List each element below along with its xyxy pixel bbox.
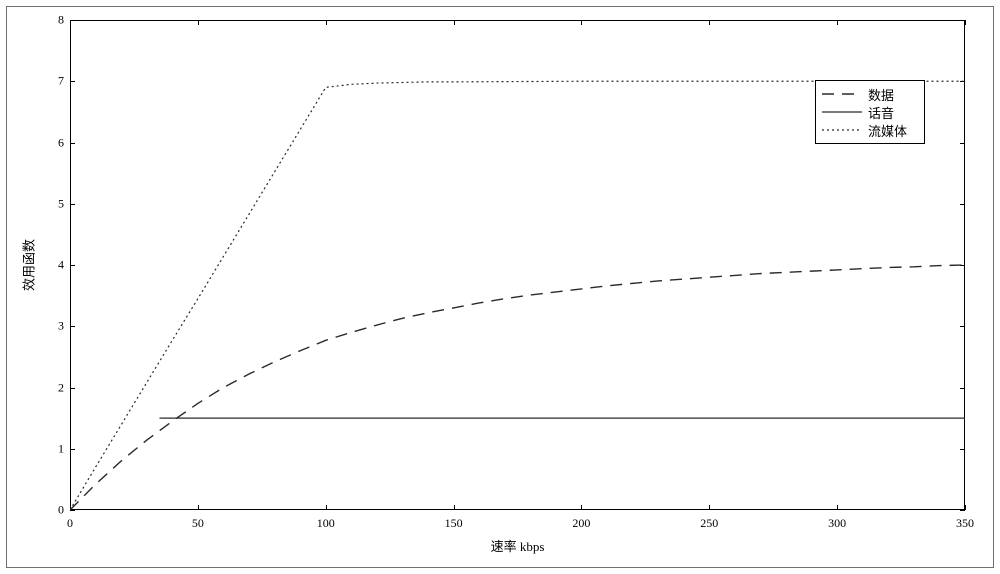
legend-label: 数据 — [868, 85, 894, 104]
legend: 数据话音流媒体 — [815, 80, 925, 144]
legend-line-sample — [822, 121, 862, 139]
legend-item: 数据 — [822, 85, 918, 103]
legend-item: 话音 — [822, 103, 918, 121]
legend-item: 流媒体 — [822, 121, 918, 139]
legend-line-sample — [822, 103, 862, 121]
legend-label: 话音 — [868, 103, 894, 122]
legend-label: 流媒体 — [868, 121, 907, 140]
legend-line-sample — [822, 85, 862, 103]
series-data — [70, 265, 965, 510]
series-streaming — [70, 81, 965, 510]
